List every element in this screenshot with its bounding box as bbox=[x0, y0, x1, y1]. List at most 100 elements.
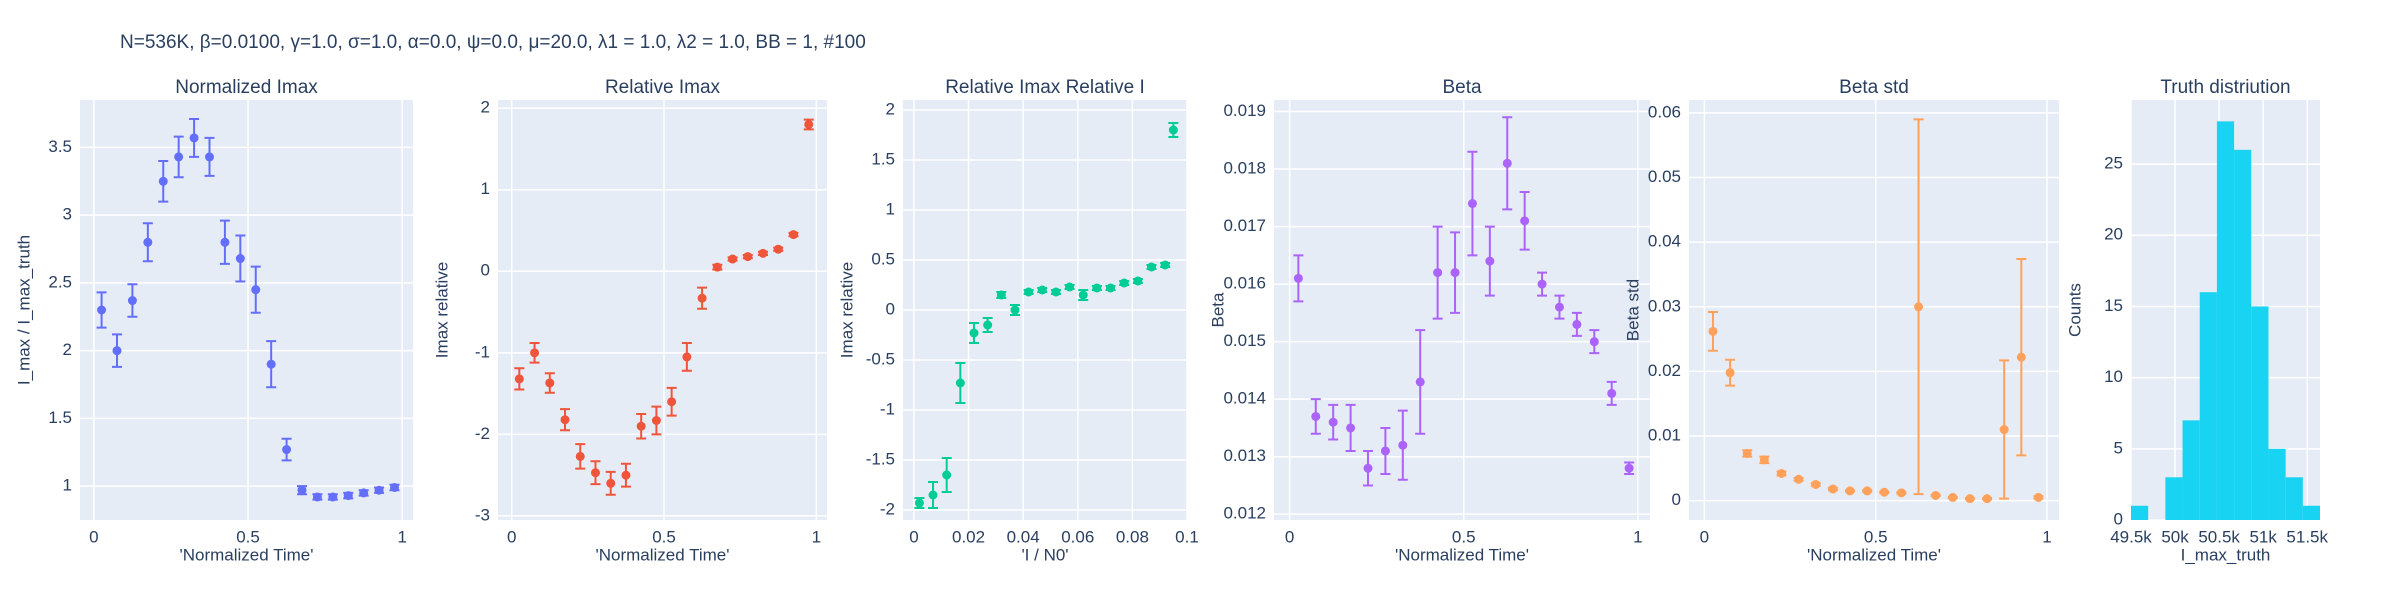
x-tick-label: 0.02 bbox=[952, 527, 985, 546]
point bbox=[251, 285, 261, 295]
bar bbox=[2268, 448, 2286, 520]
point bbox=[697, 293, 707, 303]
point bbox=[220, 237, 230, 247]
point bbox=[189, 133, 199, 143]
point bbox=[1147, 262, 1156, 272]
point bbox=[1398, 440, 1408, 450]
point bbox=[914, 498, 924, 508]
x-tick-label: 0 bbox=[89, 527, 98, 546]
x-tick-label: 0.1 bbox=[1175, 527, 1199, 546]
point bbox=[312, 492, 322, 502]
plot-area bbox=[80, 100, 413, 520]
point bbox=[1168, 125, 1178, 135]
point bbox=[1862, 486, 1872, 496]
point bbox=[804, 119, 814, 129]
y-axis-label: Beta std bbox=[1623, 279, 1642, 341]
point bbox=[1311, 411, 1321, 421]
y-tick-label: 1 bbox=[886, 199, 895, 218]
point bbox=[1433, 268, 1443, 278]
point bbox=[1133, 276, 1143, 286]
point bbox=[1328, 417, 1338, 427]
x-axis-label: 'I / N0' bbox=[1021, 545, 1068, 564]
point bbox=[545, 378, 555, 388]
point bbox=[590, 468, 600, 478]
y-tick-label: 3.5 bbox=[48, 137, 72, 156]
point bbox=[969, 328, 979, 338]
y-tick-label: 2.5 bbox=[48, 272, 72, 291]
point bbox=[1828, 484, 1838, 494]
point bbox=[2033, 492, 2043, 502]
point bbox=[1982, 494, 1992, 504]
bar bbox=[2131, 505, 2149, 520]
point bbox=[1931, 490, 1941, 500]
point bbox=[1293, 273, 1303, 283]
point bbox=[1811, 479, 1821, 489]
point bbox=[928, 490, 938, 500]
y-tick-label: 0.013 bbox=[1223, 446, 1266, 465]
x-tick-label: 0.04 bbox=[1007, 527, 1040, 546]
y-tick-label: 0.06 bbox=[1648, 102, 1681, 121]
x-tick-label: 51k bbox=[2249, 527, 2277, 546]
y-tick-label: 20 bbox=[2104, 225, 2123, 244]
point bbox=[1380, 446, 1390, 456]
y-tick-label: 5 bbox=[2114, 438, 2123, 457]
y-axis-label: Imax relative bbox=[432, 262, 451, 358]
point bbox=[1051, 287, 1061, 297]
point bbox=[743, 252, 753, 262]
y-tick-label: -1 bbox=[475, 342, 490, 361]
x-tick-label: 50.5k bbox=[2198, 527, 2240, 546]
y-tick-label: -0.5 bbox=[866, 349, 895, 368]
point bbox=[1078, 290, 1088, 300]
point bbox=[606, 478, 616, 488]
x-tick-label: 0.5 bbox=[652, 527, 676, 546]
point bbox=[174, 152, 184, 162]
y-tick-label: 1 bbox=[63, 476, 72, 495]
point bbox=[996, 290, 1006, 300]
point bbox=[1896, 488, 1906, 498]
point bbox=[575, 451, 585, 461]
point bbox=[712, 262, 722, 272]
y-axis-label: I_max / I_max_truth bbox=[14, 235, 33, 385]
y-tick-label: 2 bbox=[481, 98, 490, 117]
point bbox=[205, 152, 214, 162]
point bbox=[1572, 319, 1582, 329]
y-tick-label: 10 bbox=[2104, 367, 2123, 386]
point bbox=[1879, 487, 1889, 497]
point bbox=[788, 230, 798, 240]
y-tick-label: 0.012 bbox=[1223, 504, 1266, 523]
x-tick-label: 0.5 bbox=[236, 527, 260, 546]
point bbox=[158, 176, 168, 186]
point bbox=[773, 244, 783, 254]
y-tick-label: 1.5 bbox=[871, 149, 895, 168]
point bbox=[1502, 158, 1512, 168]
x-tick-label: 0 bbox=[909, 527, 918, 546]
x-tick-label: 0 bbox=[1285, 527, 1294, 546]
subplot-title: Beta bbox=[1442, 77, 1482, 98]
point bbox=[1119, 278, 1129, 288]
point bbox=[530, 348, 540, 358]
point bbox=[1037, 285, 1047, 295]
point bbox=[328, 492, 338, 502]
point bbox=[1554, 302, 1564, 312]
x-axis-label: I_max_truth bbox=[2181, 545, 2271, 564]
y-tick-label: 0.01 bbox=[1648, 425, 1681, 444]
y-tick-label: 0 bbox=[1672, 490, 1681, 509]
y-tick-label: -2 bbox=[880, 499, 895, 518]
y-tick-label: 0.015 bbox=[1223, 331, 1266, 350]
point bbox=[1742, 448, 1752, 458]
point bbox=[1589, 337, 1599, 347]
point bbox=[667, 397, 677, 407]
point bbox=[728, 254, 738, 264]
y-tick-label: 0.05 bbox=[1648, 167, 1681, 186]
point bbox=[942, 470, 952, 480]
y-tick-label: 0 bbox=[886, 299, 895, 318]
x-axis-label: 'Normalized Time' bbox=[1395, 545, 1529, 564]
point bbox=[1010, 305, 1020, 315]
y-tick-label: 0.02 bbox=[1648, 361, 1681, 380]
point bbox=[1794, 474, 1804, 484]
x-tick-label: 51.5k bbox=[2286, 527, 2328, 546]
point bbox=[1725, 368, 1735, 378]
x-tick-label: 49.5k bbox=[2110, 527, 2152, 546]
point bbox=[560, 415, 570, 425]
